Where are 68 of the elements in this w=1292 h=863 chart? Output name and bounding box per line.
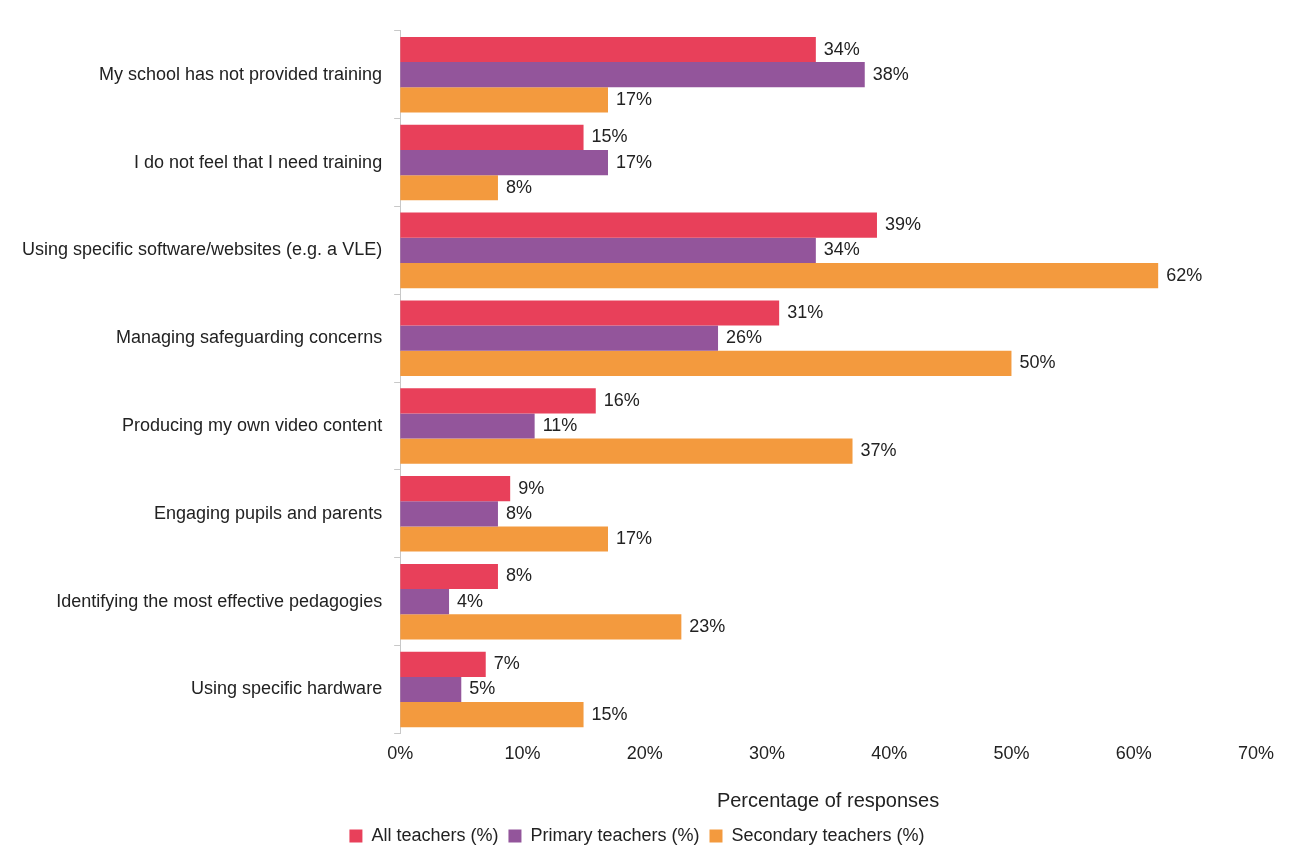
y-tick-label: Producing my own video content <box>121 414 383 435</box>
data-label: 7% <box>493 653 520 674</box>
data-label: 17% <box>616 88 653 109</box>
y-tick-label: Engaging pupils and parents <box>153 502 383 523</box>
legend-label: Primary teachers (%) <box>530 824 700 845</box>
bar <box>400 526 608 552</box>
y-tick-label: Identifying the most effective pedagogies <box>56 590 383 611</box>
data-label: 9% <box>518 477 545 498</box>
data-label: 4% <box>457 590 484 611</box>
data-label: 34% <box>823 38 860 59</box>
bar <box>400 237 816 263</box>
x-axis-title: Percentage of responses <box>716 788 940 811</box>
bar <box>400 36 816 63</box>
data-label: 17% <box>616 151 653 172</box>
x-tick-label: 30% <box>748 743 785 764</box>
data-label: 23% <box>689 615 726 636</box>
data-label: 39% <box>884 214 921 235</box>
data-label: 5% <box>469 678 496 699</box>
bar <box>400 300 780 326</box>
bar <box>400 563 498 590</box>
bar <box>400 87 608 113</box>
bar <box>400 501 498 527</box>
bar <box>400 350 1012 376</box>
y-tick-label: I do not feel that I need training <box>133 151 383 172</box>
bar <box>400 388 596 414</box>
x-tick-label: 10% <box>504 743 541 764</box>
bar <box>400 175 498 201</box>
legend-label: All teachers (%) <box>371 824 499 845</box>
data-label: 38% <box>872 63 909 84</box>
bar <box>400 62 865 88</box>
data-label: 8% <box>505 565 532 586</box>
x-tick-label: 50% <box>993 743 1030 764</box>
y-tick-label: Managing safeguarding concerns <box>115 327 383 348</box>
x-tick-label: 20% <box>626 743 663 764</box>
x-tick-label: 60% <box>1115 743 1152 764</box>
bar <box>400 438 853 464</box>
data-label: 8% <box>505 502 532 523</box>
data-label: 26% <box>726 327 763 348</box>
x-tick-label: 40% <box>871 743 908 764</box>
data-label: 62% <box>1166 264 1203 285</box>
data-label: 16% <box>603 389 640 410</box>
data-label: 34% <box>823 239 860 260</box>
y-tick-label: Using specific hardware <box>191 678 383 699</box>
bar <box>400 651 486 677</box>
bar <box>400 589 450 615</box>
bar <box>400 676 462 703</box>
data-label: 17% <box>616 527 653 548</box>
bar <box>400 702 584 728</box>
data-label: 15% <box>591 126 628 147</box>
bar <box>400 212 877 238</box>
data-label: 8% <box>505 176 532 197</box>
data-label: 37% <box>860 440 897 461</box>
bar <box>400 124 584 150</box>
legend-label: Secondary teachers (%) <box>731 824 925 845</box>
data-label: 31% <box>787 301 824 322</box>
bar <box>400 413 535 439</box>
bar <box>400 325 719 351</box>
data-label: 50% <box>1019 352 1056 373</box>
bar <box>400 476 511 502</box>
bar <box>400 149 608 176</box>
x-tick-label: 70% <box>1237 743 1274 764</box>
x-tick-label: 0% <box>387 743 414 764</box>
data-label: 11% <box>542 414 578 435</box>
bar <box>400 614 682 640</box>
data-label: 15% <box>591 703 628 724</box>
bar <box>400 262 1159 289</box>
y-tick-label: Using specific software/websites (e.g. a VLE) <box>21 239 383 260</box>
y-tick-label: My school has not provided training <box>98 63 383 84</box>
